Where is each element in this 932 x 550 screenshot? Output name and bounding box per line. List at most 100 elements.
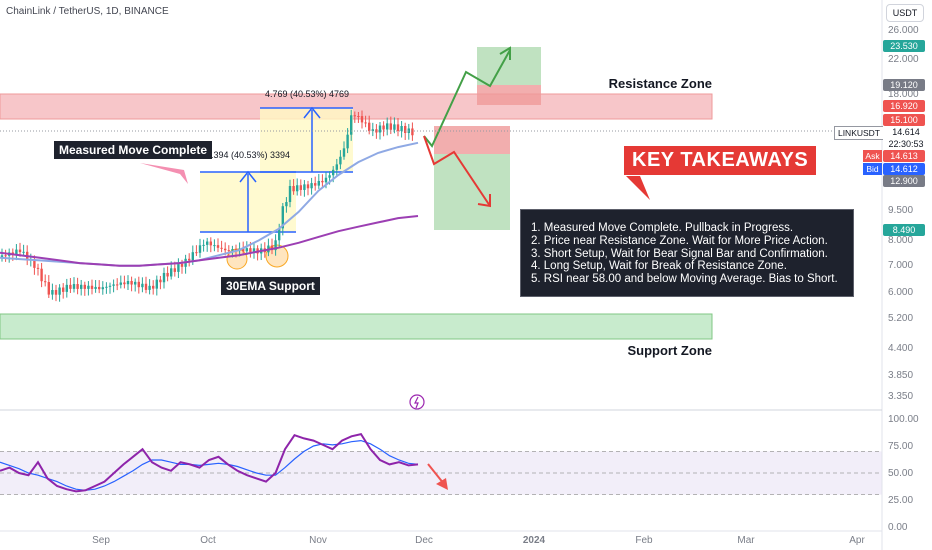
ma-line (0, 215, 419, 267)
candle-body (69, 284, 72, 289)
candle-body (58, 287, 61, 295)
candle-body (166, 272, 169, 277)
support-zone (0, 313, 713, 340)
candle-body (116, 284, 119, 286)
last-price: 14.614 (892, 127, 920, 137)
candle-body (288, 186, 292, 203)
bid-price: 14.612 (883, 163, 925, 175)
candle-body (245, 248, 248, 252)
price-tag-stop-long: 16.920 (883, 100, 925, 112)
candle-body (126, 280, 130, 285)
candle-body (72, 284, 76, 289)
key-takeaways-pointer (626, 176, 650, 200)
candle-body (249, 248, 252, 253)
long-path-arrow (423, 49, 511, 148)
chart-title: ChainLink / TetherUS, 1D, BINANCE (6, 6, 169, 17)
time-tick-label: Nov (309, 535, 327, 546)
bar-countdown: 22:30:53 (888, 139, 924, 149)
time-tick-label: Mar (737, 535, 755, 546)
candle-body (40, 268, 43, 282)
short-path-arrow (423, 135, 491, 207)
time-tick-label: Apr (849, 535, 865, 546)
candle-body (162, 272, 166, 283)
takeaway-item: 5. RSI near 58.00 and below Moving Avera… (531, 273, 838, 286)
candle-body (18, 249, 22, 253)
candle-body (350, 115, 353, 135)
candle-body (281, 206, 284, 229)
candle-body (252, 248, 256, 253)
candle-body (198, 245, 202, 253)
candle-body (378, 125, 382, 133)
candle-body (119, 282, 122, 285)
candle-body (306, 184, 310, 189)
rsi-line (0, 432, 419, 493)
time-tick-label: Dec (415, 535, 433, 546)
candle-body (80, 284, 83, 289)
rsi-tick-label: 100.00 (888, 414, 919, 425)
candle-body (353, 115, 356, 117)
candle-body (188, 258, 191, 261)
support-zone-label: Support Zone (628, 343, 713, 358)
candle-body (44, 281, 47, 283)
rsi-tick-label: 25.00 (888, 495, 913, 506)
candle-body (339, 156, 342, 165)
price-tag-short-entry: 12.900 (883, 175, 925, 187)
candle-body (360, 116, 364, 123)
candle-body (216, 245, 220, 248)
candle-body (0, 255, 4, 257)
currency-selector[interactable]: USDT (886, 4, 924, 22)
rsi-down-arrow (427, 463, 445, 485)
resistance-zone-label: Resistance Zone (609, 76, 712, 91)
takeaway-item: 3. Short Setup, Wait for Bear Signal Bar… (531, 247, 828, 260)
time-tick-label: Oct (200, 535, 216, 546)
symbol-tag: LINKUSDT (834, 126, 884, 140)
rsi-tick-label: 50.00 (888, 468, 913, 479)
candle-body (213, 245, 216, 247)
ask-price: 14.613 (883, 150, 925, 162)
price-tick-label: 8.000 (888, 235, 913, 246)
price-tick-label: 3.850 (888, 370, 913, 381)
candle-body (98, 286, 101, 290)
candle-body (11, 252, 14, 255)
price-tick-label: 3.350 (888, 391, 913, 402)
candle-body (296, 185, 299, 192)
candle-body (364, 122, 367, 124)
candle-body (321, 180, 324, 183)
lightning-icon (414, 396, 419, 409)
candle-body (36, 267, 40, 269)
time-tick-label: Feb (635, 535, 653, 546)
candle-body (328, 175, 331, 178)
measured-move-2-label: 4.769 (40.53%) 4769 (265, 89, 349, 99)
price-tag-target-short: 8.490 (883, 224, 925, 236)
candle-body (4, 255, 7, 257)
candle-body (141, 283, 144, 288)
price-tick-label: 18.000 (888, 89, 919, 100)
candle-body (299, 185, 302, 190)
short-target-box (434, 154, 510, 230)
candle-body (173, 268, 176, 272)
lightning-icon (409, 394, 425, 410)
candle-body (278, 228, 281, 241)
mm1-arrow-head (239, 170, 257, 183)
takeaways-box: 1. Measured Move Complete. Pullback in P… (520, 209, 854, 297)
candle-body (195, 252, 198, 254)
candle-body (346, 134, 349, 149)
price-tick-label: 7.000 (888, 260, 913, 271)
candle-body (202, 244, 205, 246)
short-stop-box (434, 126, 510, 154)
mm2-arrow-head (303, 106, 321, 119)
candle-body (155, 279, 158, 289)
candle-body (191, 252, 194, 261)
candle-body (65, 284, 68, 292)
ask-label: Ask (863, 150, 882, 162)
takeaway-item: 2. Price near Resistance Zone. Wait for … (531, 234, 828, 247)
measured-move-box-2 (260, 108, 353, 172)
candle-body (83, 284, 86, 289)
candle-body (386, 123, 389, 130)
takeaway-item: 1. Measured Move Complete. Pullback in P… (531, 222, 794, 234)
candle-body (130, 280, 133, 285)
candle-body (396, 124, 400, 132)
takeaway-item: 4. Long Setup, Wait for Break of Resista… (531, 260, 787, 273)
